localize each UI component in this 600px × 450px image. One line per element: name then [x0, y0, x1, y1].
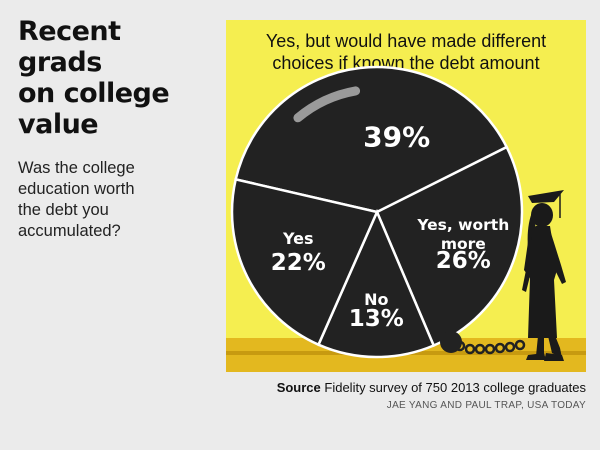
- headline-line: Recent grads: [18, 16, 121, 78]
- headline-line: value: [18, 109, 99, 140]
- chain-icon: [454, 339, 526, 355]
- survey-question: Was the college education worth the debt…: [18, 158, 213, 242]
- pie-slice-label: 26%: [436, 248, 491, 274]
- question-line: education worth: [18, 180, 135, 198]
- pie-slice: [234, 65, 509, 214]
- callout-line: Yes, but would have made different: [265, 31, 547, 51]
- credit-line: JAE YANG AND PAUL TRAP, USA TODAY: [386, 400, 586, 411]
- graduate-silhouette-icon: [522, 190, 566, 361]
- source-text: Fidelity survey of 750 2013 college grad…: [324, 380, 586, 395]
- source-label: Source: [276, 380, 321, 395]
- headline: Recent grads on college value: [18, 16, 213, 140]
- pie-callout: Yes, but would have made different choic…: [226, 30, 586, 74]
- ball-icon: [440, 331, 462, 353]
- chart-panel: Yes, but would have made different choic…: [226, 20, 586, 372]
- pie-slice-label: more: [441, 235, 486, 253]
- pie-slice-label: Yes, worth: [416, 216, 509, 234]
- pie-slice-label: 22%: [271, 250, 326, 276]
- pie-slice-label: No: [364, 290, 388, 309]
- pie-slice: [316, 208, 436, 359]
- headline-line: on college: [18, 78, 170, 109]
- pie-highlight-arc: [293, 86, 361, 123]
- left-column: Recent grads on college value Was the co…: [18, 16, 213, 242]
- pie-slice-label: 39%: [363, 120, 430, 153]
- question-line: the debt you: [18, 201, 109, 219]
- pie-slices: [230, 65, 524, 359]
- question-line: accumulated?: [18, 222, 121, 240]
- callout-line: choices if known the debt amount: [272, 53, 540, 73]
- source-note: Source Fidelity survey of 750 2013 colle…: [277, 380, 586, 395]
- question-line: Was the college: [18, 159, 135, 177]
- pie-slice: [230, 177, 379, 347]
- pie-slice-label: 13%: [349, 306, 404, 332]
- pie-slice-label: Yes: [282, 229, 314, 248]
